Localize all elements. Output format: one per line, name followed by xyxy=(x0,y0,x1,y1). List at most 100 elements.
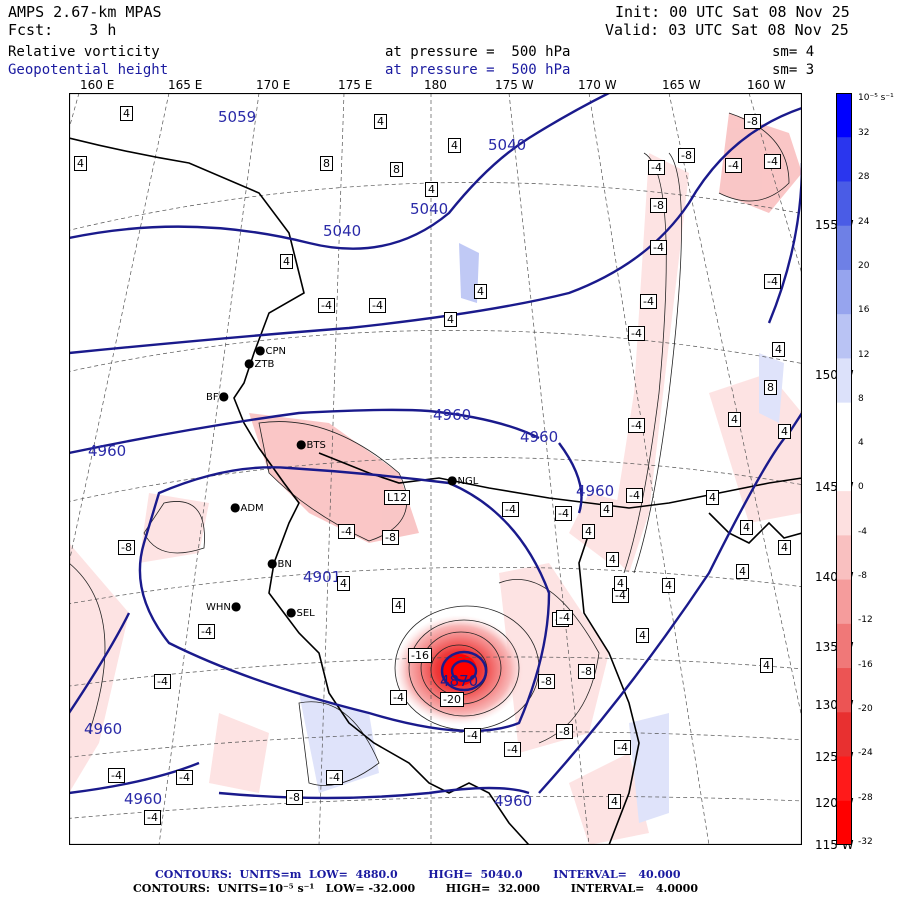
field1-pressure: at pressure = 500 hPa xyxy=(385,44,571,60)
field1-name: Relative vorticity xyxy=(8,44,160,60)
vorticity-shading xyxy=(69,113,802,845)
vorticity-label: -4 xyxy=(764,154,781,169)
vorticity-label: 4 xyxy=(636,628,649,643)
colorbar-cell xyxy=(836,225,852,271)
vorticity-label: -16 xyxy=(408,648,432,663)
vorticity-label: 4 xyxy=(706,490,719,505)
vorticity-label: -4 xyxy=(369,298,386,313)
vorticity-label: -4 xyxy=(650,240,667,255)
colorbar-cell xyxy=(836,668,852,713)
vorticity-label: -8 xyxy=(286,790,303,805)
colorbar-tick: 8 xyxy=(858,393,864,404)
colorbar-cell xyxy=(836,446,852,492)
colorbar-tick: 16 xyxy=(858,305,870,316)
vorticity-label: -4 xyxy=(154,674,171,689)
vorticity-label: -4 xyxy=(108,768,125,783)
vorticity-label: 4 xyxy=(760,658,773,673)
vorticity-label: -4 xyxy=(628,326,645,341)
colorbar-cell xyxy=(836,756,852,802)
colorbar-tick: -12 xyxy=(858,615,873,626)
vorticity-label: -4 xyxy=(626,488,643,503)
lon-label: 170 E xyxy=(256,78,291,92)
colorbar-tick: -28 xyxy=(858,792,873,803)
height-label: 4960 xyxy=(494,792,533,810)
colorbar-cell xyxy=(836,314,852,359)
vorticity-label: 4 xyxy=(608,794,621,809)
station-label: WHN● xyxy=(206,599,242,613)
vorticity-label: -4 xyxy=(555,506,572,521)
vorticity-label: -4 xyxy=(764,274,781,289)
station-label: ●SEL xyxy=(286,605,315,619)
vorticity-label: 4 xyxy=(778,540,791,555)
vorticity-label: -4 xyxy=(176,770,193,785)
vorticity-label: -4 xyxy=(326,770,343,785)
vorticity-label: 8 xyxy=(320,156,333,171)
vorticity-label: -4 xyxy=(390,690,407,705)
lon-label: 170 W xyxy=(578,78,617,92)
station-label: ●NGL xyxy=(447,473,479,487)
colorbar-tick: 4 xyxy=(858,438,864,449)
colorbar-tick: 12 xyxy=(858,349,870,360)
vorticity-label: 4 xyxy=(728,412,741,427)
vorticity-label: 4 xyxy=(74,156,87,171)
height-label: 5040 xyxy=(488,136,527,154)
vorticity-label: -4 xyxy=(144,810,161,825)
vorticity-label: -8 xyxy=(556,724,573,739)
vorticity-label: 4 xyxy=(474,284,487,299)
vorticity-label: -4 xyxy=(198,624,215,639)
height-label: 4870 xyxy=(440,672,479,690)
height-label: 4960 xyxy=(576,482,615,500)
vorticity-label: -8 xyxy=(678,148,695,163)
station-label: L12 xyxy=(384,490,411,505)
colorbar-cell xyxy=(836,269,852,315)
height-label: 5059 xyxy=(218,108,257,126)
model-title: AMPS 2.67-km MPAS xyxy=(8,3,162,21)
vorticity-label: -8 xyxy=(538,674,555,689)
colorbar-cell xyxy=(836,93,852,138)
colorbar-tick: -32 xyxy=(858,836,873,847)
station-label: ●ZTB xyxy=(244,356,275,370)
vorticity-label: 8 xyxy=(390,162,403,177)
vorticity-label: -20 xyxy=(440,692,464,707)
colorbar-tick: -24 xyxy=(858,748,873,759)
colorbar-tick: -16 xyxy=(858,659,873,670)
colorbar-tick: 32 xyxy=(858,128,870,138)
field2-name: Geopotential height xyxy=(8,62,169,78)
colorbar-cell xyxy=(836,535,852,581)
vorticity-label: -8 xyxy=(578,664,595,679)
station-label: ●BN xyxy=(267,556,292,570)
colorbar-tick: 0 xyxy=(858,482,864,493)
vorticity-label: -4 xyxy=(318,298,335,313)
colorbar-tick: -20 xyxy=(858,703,873,714)
vorticity-label: -4 xyxy=(628,418,645,433)
vorticity-label: -4 xyxy=(725,158,742,173)
lon-label: 160 E xyxy=(80,78,115,92)
lon-label: 165 W xyxy=(662,78,701,92)
lon-label: 175 W xyxy=(495,78,534,92)
vorticity-label: 4 xyxy=(736,564,749,579)
vorticity-label: 4 xyxy=(444,312,457,327)
vorticity-label: -8 xyxy=(744,114,761,129)
forecast-hour: Fcst: 3 h xyxy=(8,21,117,39)
vorticity-label: 4 xyxy=(448,138,461,153)
field1-smoothing: sm= 4 xyxy=(772,44,815,60)
colorbar-tick: 20 xyxy=(858,260,870,271)
map-frame xyxy=(69,93,802,845)
vorticity-label: -4 xyxy=(614,740,631,755)
station-label: ●ADM xyxy=(230,500,264,514)
height-contours xyxy=(69,93,802,800)
height-contour-info: CONTOURS: UNITS=m LOW= 4880.0 HIGH= 5040… xyxy=(155,868,681,881)
colorbar-cell xyxy=(836,579,852,625)
colorbar-cell xyxy=(836,491,852,536)
vorticity-label: -4 xyxy=(504,742,521,757)
colorbar-unit: 10⁻⁵ s⁻¹ xyxy=(858,93,894,103)
height-label: 4960 xyxy=(88,442,127,460)
vorticity-label: 4 xyxy=(614,576,627,591)
colorbar-cell xyxy=(836,402,852,448)
vorticity-label: 8 xyxy=(764,380,777,395)
vorticity-label: -4 xyxy=(556,610,573,625)
colorbar-cell xyxy=(836,137,852,182)
vorticity-label: 4 xyxy=(337,576,350,591)
colorbar-cell xyxy=(836,800,852,845)
vorticity-label: -4 xyxy=(648,160,665,175)
